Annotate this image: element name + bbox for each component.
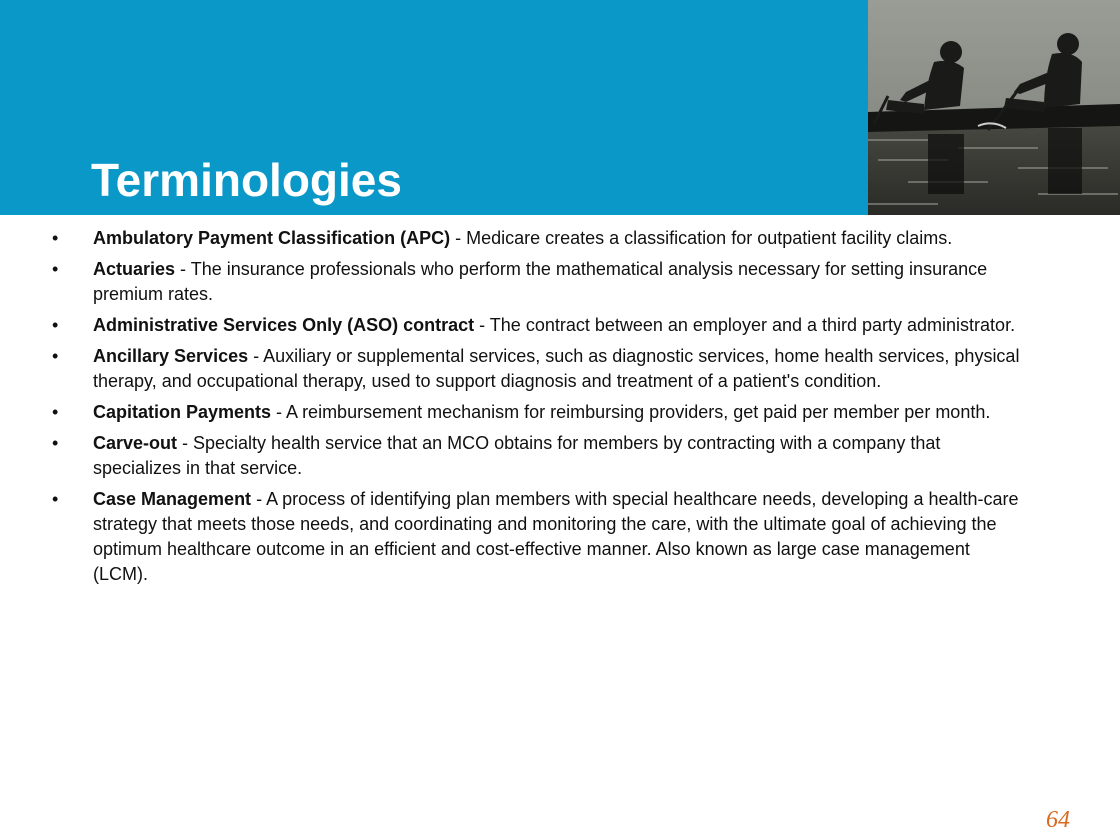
terminology-list: • Ambulatory Payment Classification (APC… — [0, 226, 1120, 593]
term-definition: - Specialty health service that an MCO o… — [93, 433, 941, 478]
term-definition: - The contract between an employer and a… — [474, 315, 1016, 335]
term-definition: - A process of identifying plan members … — [93, 489, 1019, 584]
term-definition: - Medicare creates a classification for … — [450, 228, 953, 248]
slide-title: Terminologies — [91, 154, 402, 206]
list-item: • Actuaries - The insurance professional… — [0, 257, 1120, 307]
bullet: • — [52, 346, 59, 366]
bullet: • — [52, 259, 59, 279]
term-definition: - A reimbursement mechanism for reimburs… — [271, 402, 991, 422]
term-name: Actuaries — [93, 259, 176, 279]
term-name: Administrative Services Only (ASO) contr… — [93, 315, 475, 335]
term-name: Capitation Payments — [93, 402, 272, 422]
bullet: • — [52, 489, 59, 509]
bullet: • — [52, 402, 59, 422]
list-item: • Administrative Services Only (ASO) con… — [0, 313, 1120, 338]
list-item: • Case Management - A process of identif… — [0, 487, 1120, 587]
page-number: 64 — [1046, 807, 1070, 833]
term-name: Ancillary Services — [93, 346, 249, 366]
bullet: • — [52, 228, 59, 248]
list-item: • Ancillary Services - Auxiliary or supp… — [0, 344, 1120, 394]
bullet: • — [52, 433, 59, 453]
term-name: Case Management — [93, 489, 252, 509]
list-item: • Capitation Payments - A reimbursement … — [0, 400, 1120, 425]
list-item: • Carve-out - Specialty health service t… — [0, 431, 1120, 481]
list-item: • Ambulatory Payment Classification (APC… — [0, 226, 1120, 251]
term-name: Carve-out — [93, 433, 178, 453]
term-definition: - The insurance professionals who perfor… — [93, 259, 988, 304]
rowers-photo — [868, 0, 1120, 215]
term-name: Ambulatory Payment Classification (APC) — [93, 228, 451, 248]
term-definition: - Auxiliary or supplemental services, su… — [93, 346, 1020, 391]
title-banner: Terminologies — [0, 0, 868, 215]
bullet: • — [52, 315, 59, 335]
rowers-photo-image — [868, 0, 1120, 215]
